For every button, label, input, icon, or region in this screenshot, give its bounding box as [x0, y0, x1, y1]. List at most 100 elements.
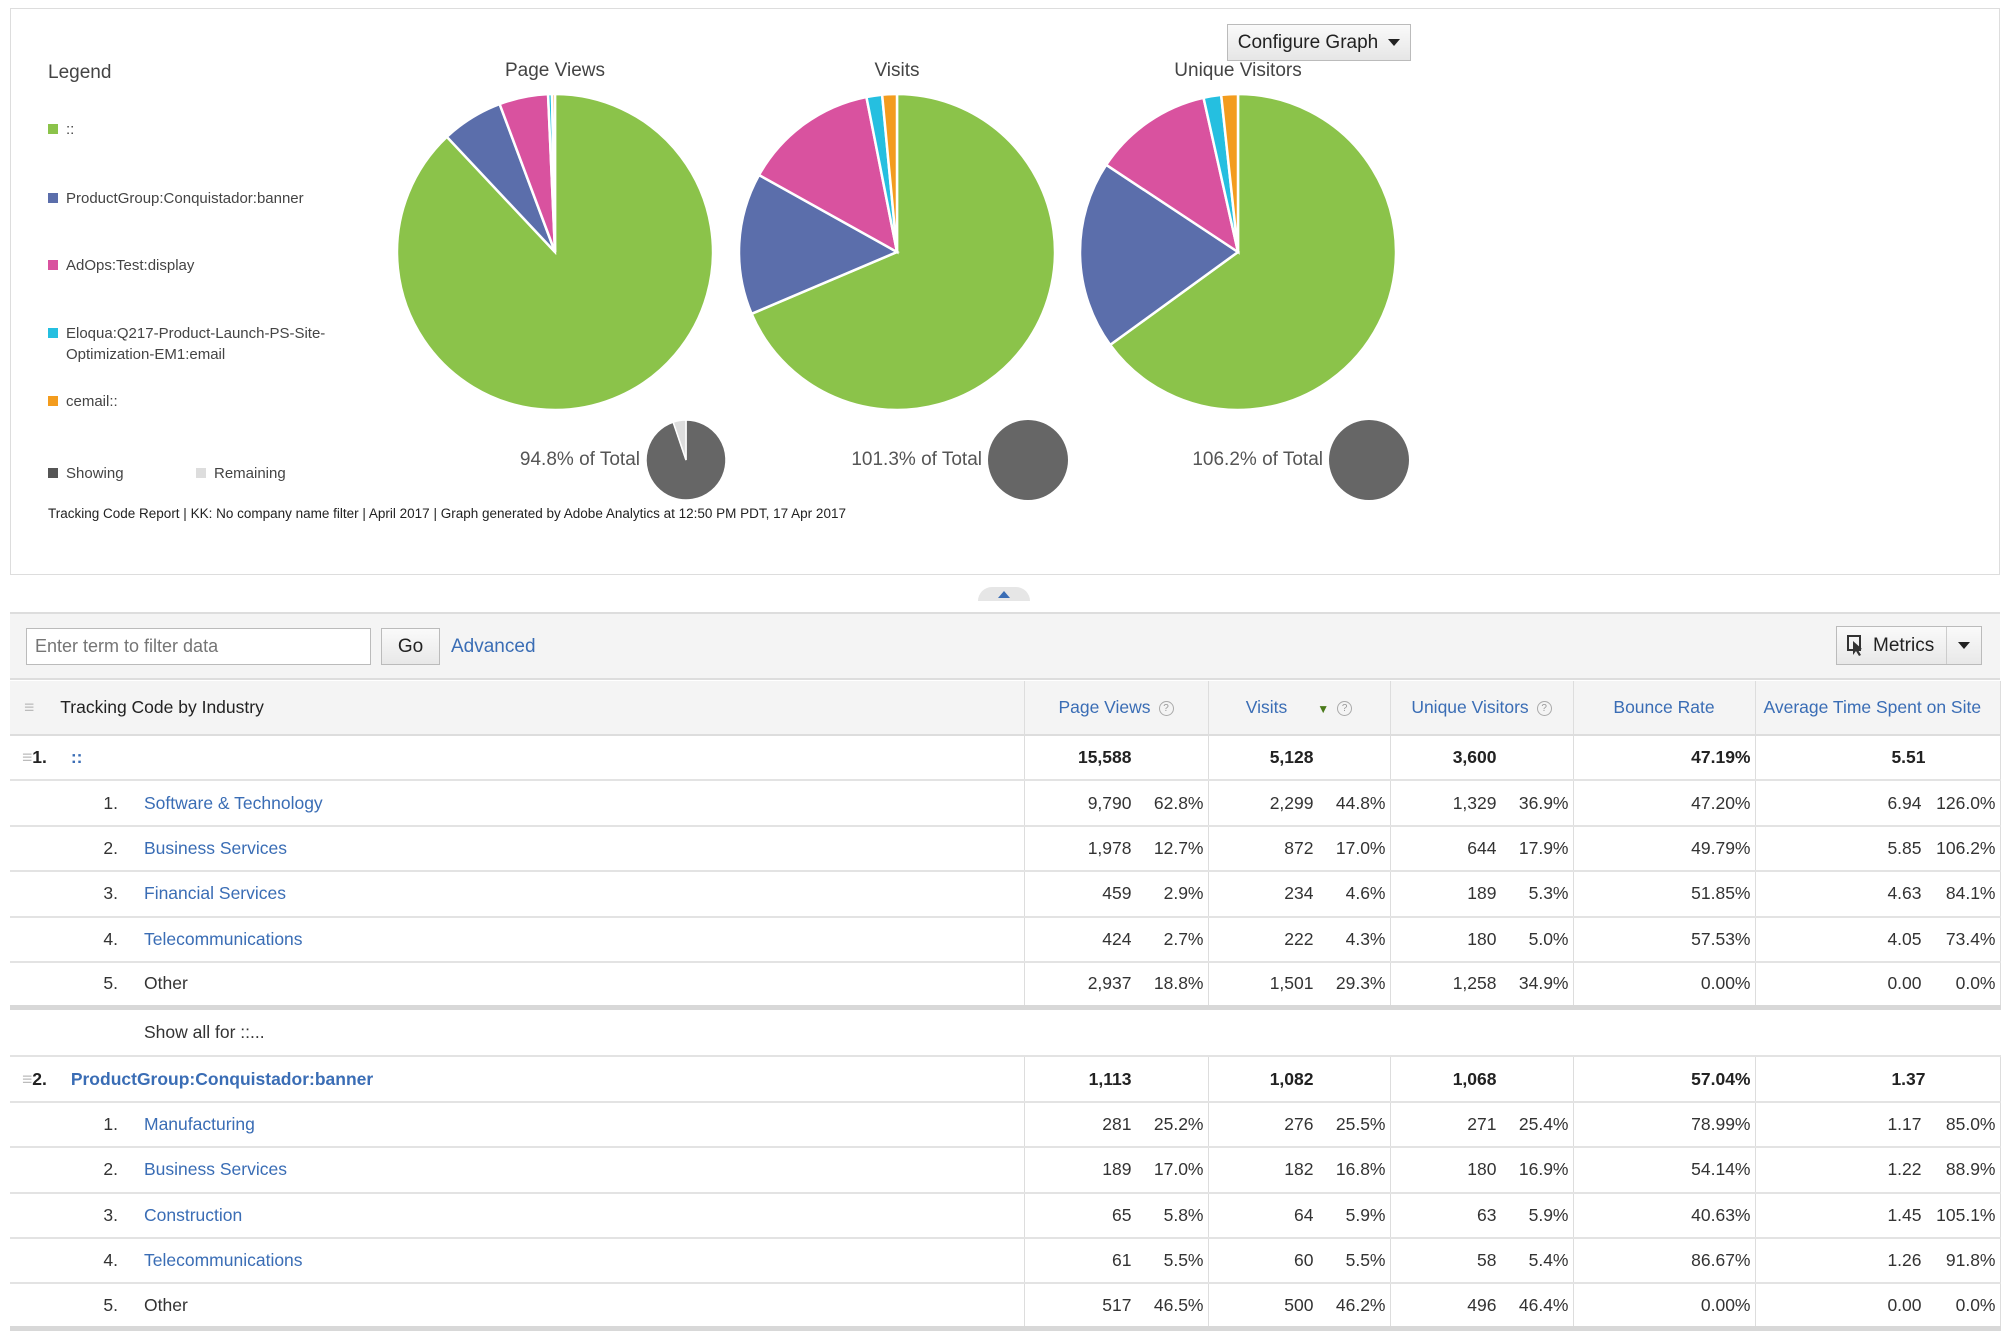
- metric-cell: 424 2.7%: [1024, 916, 1209, 963]
- metric-percent: 46.2%: [1335, 1294, 1386, 1315]
- metric-value: 0.00: [1887, 1294, 1922, 1315]
- table-row: 2. Business Services 189 17.0% 182 16.8% 180 16…: [10, 1147, 2001, 1194]
- metric-percent: 16.8%: [1335, 1159, 1386, 1180]
- metric-cell: 64 5.9%: [1208, 1192, 1391, 1239]
- row-label[interactable]: Manufacturing: [144, 1113, 255, 1134]
- metric-percent: 44.8%: [1335, 792, 1386, 813]
- row-label[interactable]: Telecommunications: [144, 928, 303, 949]
- metric-value: 58: [1477, 1250, 1497, 1271]
- metric-cell: 281 25.2%: [1024, 1101, 1209, 1149]
- column-header[interactable]: Page Views?: [1024, 681, 1209, 736]
- metrics-dropdown[interactable]: [1947, 642, 1981, 649]
- metric-value: 1.22: [1887, 1159, 1922, 1180]
- group-link[interactable]: ::: [70, 747, 83, 768]
- row-label-cell: 1. Software & Technology: [10, 780, 1025, 827]
- metric-value: 4.05: [1887, 928, 1922, 949]
- show-all-link[interactable]: Show all for ::...: [144, 1022, 265, 1043]
- total-pie-remaining: [672, 419, 687, 461]
- metric-percent: 0.0%: [1955, 1294, 1996, 1315]
- metric-cell: 0.00 0.0%: [1755, 1283, 2001, 1332]
- pie-slice: [1104, 96, 1240, 255]
- row-label[interactable]: Software & Technology: [144, 792, 323, 813]
- header-label[interactable]: Average Time Spent on Site: [1763, 697, 1982, 717]
- metric-percent: 106.2%: [1936, 837, 1996, 858]
- metric-total: 57.04%: [1573, 1056, 1756, 1103]
- metric-percent: 62.8%: [1153, 792, 1204, 813]
- configure-graph-button[interactable]: Configure Graph: [1227, 24, 1411, 61]
- metric-cell: 1,978 12.7%: [1024, 825, 1209, 873]
- help-icon[interactable]: ?: [1536, 700, 1552, 716]
- pie-slice: [1078, 163, 1241, 347]
- help-icon[interactable]: ?: [1337, 700, 1353, 716]
- metric-cell: 1,501 29.3%: [1208, 961, 1391, 1010]
- table-row: 5. Other 2,937 18.8% 1,501 29.3% 1,258 34.9% 0.0…: [10, 961, 2001, 1010]
- metric-total: 1,068: [1390, 1056, 1574, 1103]
- header-label[interactable]: Page Views: [1058, 697, 1151, 717]
- row-label[interactable]: Financial Services: [144, 883, 286, 904]
- metric-value: 2,299: [1269, 792, 1314, 813]
- bounce-rate-cell: 57.53%: [1573, 916, 1756, 963]
- tree-icon[interactable]: ≡: [24, 697, 35, 717]
- metric-cell: 63 5.9%: [1390, 1192, 1574, 1239]
- metric-value: 1,258: [1452, 973, 1497, 994]
- metric-value: 1,978: [1087, 837, 1132, 858]
- row-index: 1.: [103, 1113, 118, 1134]
- pie-title: Visits: [874, 60, 920, 81]
- metric-value: 60: [1294, 1250, 1314, 1271]
- percent-of-total-label: 101.3% of Total: [851, 449, 982, 470]
- pie-slice: [737, 173, 900, 316]
- legend-remaining: Remaining: [196, 463, 286, 484]
- header-label[interactable]: Unique Visitors: [1411, 697, 1529, 717]
- pie-title: Page Views: [505, 60, 605, 81]
- metric-value: 4.63: [1887, 883, 1922, 904]
- pie-title: Unique Visitors: [1174, 60, 1302, 81]
- column-header[interactable]: Bounce Rate: [1573, 681, 1756, 736]
- row-label[interactable]: Business Services: [144, 1159, 287, 1180]
- metric-value: 6.94: [1887, 792, 1922, 813]
- metric-percent: 0.0%: [1955, 973, 1996, 994]
- metric-cell: 65 5.8%: [1024, 1192, 1209, 1239]
- bounce-rate-cell: 86.67%: [1573, 1237, 1756, 1285]
- metrics-button[interactable]: Metrics: [1836, 626, 1982, 665]
- bounce-rate-cell: 51.85%: [1573, 871, 1756, 918]
- row-index: 2.: [103, 837, 118, 858]
- go-button[interactable]: Go: [381, 628, 440, 665]
- collapse-graph-button[interactable]: [978, 587, 1030, 601]
- metric-value: 1,068: [1452, 1068, 1497, 1089]
- row-index: 1.: [32, 747, 47, 768]
- column-header[interactable]: Unique Visitors?: [1390, 681, 1574, 736]
- tree-icon[interactable]: ≡: [22, 1068, 33, 1089]
- row-label[interactable]: Business Services: [144, 837, 287, 858]
- row-label[interactable]: Construction: [144, 1204, 243, 1225]
- metric-total: 47.19%: [1573, 735, 1756, 782]
- legend-item: ::: [48, 119, 74, 140]
- metric-value: 1.37: [1891, 1068, 1926, 1089]
- metric-value: 63: [1477, 1204, 1497, 1225]
- metric-percent: 25.5%: [1335, 1113, 1386, 1134]
- metric-percent: 16.9%: [1518, 1159, 1569, 1180]
- help-icon[interactable]: ?: [1158, 700, 1174, 716]
- filter-input[interactable]: [26, 628, 371, 665]
- sort-desc-icon[interactable]: ▼: [1317, 702, 1330, 716]
- legend-swatch: [48, 328, 58, 338]
- metric-value: 180: [1467, 1159, 1497, 1180]
- row-index: 3.: [103, 1204, 118, 1225]
- header-label[interactable]: Bounce Rate: [1613, 697, 1715, 717]
- row-label[interactable]: Telecommunications: [144, 1250, 303, 1271]
- remaining-swatch: [196, 468, 206, 478]
- tree-icon[interactable]: ≡: [22, 747, 33, 768]
- metric-cell: 4.63 84.1%: [1755, 871, 2001, 918]
- header-label[interactable]: Visits: [1245, 697, 1288, 717]
- metric-percent: 5.5%: [1345, 1250, 1386, 1271]
- caret-down-icon: [1388, 39, 1401, 46]
- metric-value: 61: [1112, 1250, 1132, 1271]
- metric-value: 65: [1112, 1204, 1132, 1225]
- metric-percent: 85.0%: [1945, 1113, 1996, 1134]
- group-link[interactable]: ProductGroup:Conquistador:banner: [70, 1068, 374, 1089]
- metrics-main[interactable]: Metrics: [1837, 627, 1947, 664]
- metric-cell: 872 17.0%: [1208, 825, 1391, 873]
- column-header[interactable]: Average Time Spent on Site: [1755, 681, 2001, 736]
- advanced-link[interactable]: Advanced: [451, 636, 536, 657]
- column-header[interactable]: Visits ▼?: [1208, 681, 1391, 736]
- legend-item: cemail::: [48, 391, 118, 412]
